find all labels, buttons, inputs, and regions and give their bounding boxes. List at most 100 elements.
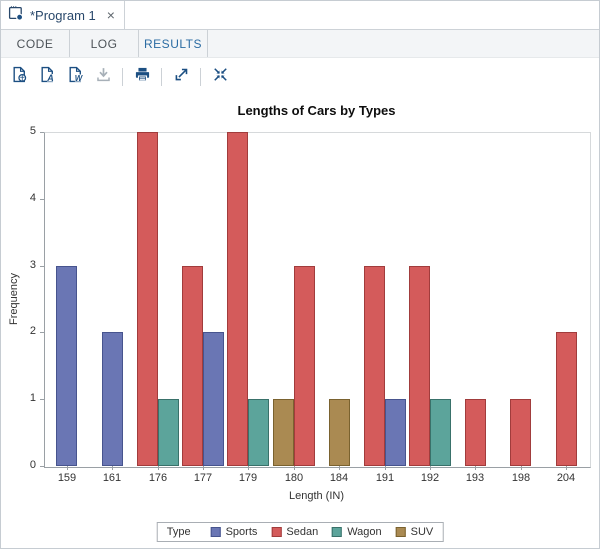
- toolbar-separator: [122, 67, 123, 86]
- legend-item-sports: Sports: [210, 526, 258, 538]
- bar-sports-159: [56, 266, 77, 466]
- legend-item-sedan: Sedan: [271, 526, 318, 538]
- bar-sedan-198: [510, 399, 531, 466]
- frequency-bar-chart: Lengths of Cars by Types Frequency Lengt…: [1, 94, 599, 548]
- maximize-icon: [173, 66, 190, 88]
- x-tick: [475, 466, 476, 470]
- document-tab-program1[interactable]: *Program 1 ×: [1, 1, 125, 29]
- y-axis-label: Frequency: [8, 273, 20, 325]
- bar-sedan-180: [294, 266, 315, 466]
- x-tick: [385, 466, 386, 470]
- tab-code[interactable]: CODE: [1, 30, 70, 57]
- download-html-icon: [11, 66, 28, 88]
- toolbar-separator: [161, 67, 162, 86]
- x-tick-label: 161: [102, 472, 122, 484]
- y-tick-label: 5: [29, 125, 36, 137]
- x-tick-label: 176: [148, 472, 168, 484]
- legend-item-wagon: Wagon: [332, 526, 382, 538]
- bar-sports-161: [102, 332, 123, 466]
- x-tick-label: 191: [375, 472, 395, 484]
- bar-sedan-179: [227, 132, 248, 466]
- bar-suv-180: [273, 399, 294, 466]
- x-tick-label: 179: [238, 472, 258, 484]
- x-axis-label: Length (IN): [288, 490, 345, 502]
- tab-results[interactable]: RESULTS: [139, 30, 208, 57]
- x-tick: [294, 466, 295, 470]
- program-icon: [8, 5, 24, 26]
- x-tick: [248, 466, 249, 470]
- legend-item-suv: SUV: [395, 526, 434, 538]
- x-tick: [203, 466, 204, 470]
- print-button[interactable]: [128, 64, 156, 90]
- legend-label: Wagon: [347, 526, 382, 538]
- svg-text:A: A: [46, 72, 54, 82]
- download-pdf-icon: A: [39, 66, 56, 88]
- bar-sedan-191: [364, 266, 385, 466]
- y-tick: [40, 466, 44, 467]
- collapse-icon: [212, 66, 229, 88]
- y-tick-label: 2: [29, 325, 36, 337]
- maximize-button[interactable]: [167, 64, 195, 90]
- y-tick: [40, 132, 44, 133]
- legend-title: Type: [166, 526, 191, 538]
- bar-sports-177: [203, 332, 224, 466]
- download-pdf-button[interactable]: A: [33, 64, 61, 90]
- document-tab-bar: *Program 1 ×: [1, 1, 599, 30]
- plot-area: [44, 132, 591, 468]
- legend-swatch: [332, 527, 343, 537]
- bar-wagon-192: [430, 399, 451, 466]
- toolbar-separator: [200, 67, 201, 86]
- download-button[interactable]: [89, 64, 117, 90]
- document-tab-title: *Program 1: [30, 7, 96, 23]
- x-tick-label: 184: [329, 472, 349, 484]
- legend-label: Sports: [225, 526, 258, 538]
- x-tick: [430, 466, 431, 470]
- x-tick-label: 177: [193, 472, 213, 484]
- bar-sedan-192: [409, 266, 430, 466]
- x-tick-label: 180: [284, 472, 304, 484]
- y-tick: [40, 266, 44, 267]
- download-rtf-button[interactable]: W: [61, 64, 89, 90]
- legend-label: Sedan: [286, 526, 319, 538]
- x-tick-label: 198: [511, 472, 531, 484]
- legend-swatch: [210, 527, 221, 537]
- chart-title: Lengths of Cars by Types: [237, 103, 396, 118]
- x-tick-label: 159: [57, 472, 77, 484]
- legend-swatch: [271, 527, 282, 537]
- x-tick: [67, 466, 68, 470]
- view-tab-bar: CODE LOG RESULTS: [1, 30, 599, 58]
- bar-sedan-177: [182, 266, 203, 466]
- y-tick-label: 4: [29, 192, 36, 204]
- bar-sedan-176: [137, 132, 158, 466]
- close-icon[interactable]: ×: [106, 7, 115, 23]
- y-tick-label: 0: [29, 459, 36, 471]
- bar-sports-191: [385, 399, 406, 466]
- y-tick: [40, 199, 44, 200]
- y-tick: [40, 332, 44, 333]
- legend-swatch: [395, 527, 406, 537]
- x-tick: [158, 466, 159, 470]
- print-icon: [134, 66, 151, 88]
- bar-sedan-204: [556, 332, 577, 466]
- bar-wagon-176: [158, 399, 179, 466]
- download-rtf-icon: W: [67, 66, 84, 88]
- chart-legend: Type Sports Sedan Wagon SUV: [156, 522, 444, 542]
- bar-sedan-193: [465, 399, 486, 466]
- collapse-button[interactable]: [206, 64, 234, 90]
- y-tick-label: 3: [29, 259, 36, 271]
- x-tick: [566, 466, 567, 470]
- x-tick: [112, 466, 113, 470]
- tab-log[interactable]: LOG: [70, 30, 139, 57]
- x-tick: [339, 466, 340, 470]
- y-tick-label: 1: [29, 392, 36, 404]
- y-tick: [40, 399, 44, 400]
- bar-suv-184: [329, 399, 350, 466]
- legend-label: SUV: [410, 526, 434, 538]
- bar-wagon-179: [248, 399, 269, 466]
- download-icon: [95, 66, 112, 88]
- x-tick-label: 193: [465, 472, 485, 484]
- x-tick-label: 192: [420, 472, 440, 484]
- download-html-button[interactable]: [5, 64, 33, 90]
- x-tick-label: 204: [556, 472, 576, 484]
